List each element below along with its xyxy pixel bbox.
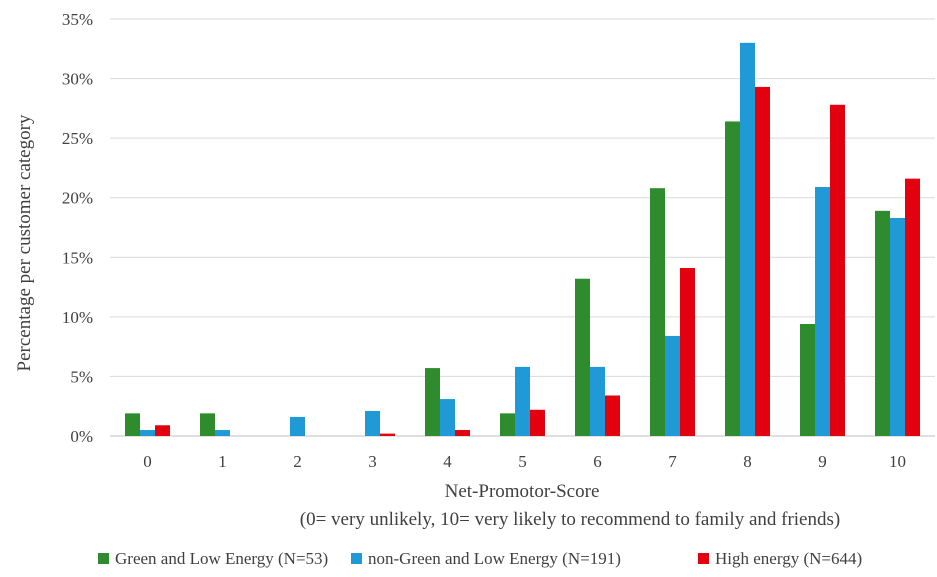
- bar: [500, 413, 515, 436]
- bar: [380, 433, 395, 436]
- bar: [680, 268, 695, 436]
- bar: [515, 366, 530, 436]
- bar: [590, 366, 605, 436]
- legend-item: High energy (N=644): [698, 549, 862, 568]
- y-tick-label: 15%: [62, 248, 93, 267]
- bar: [740, 42, 755, 436]
- bar: [665, 335, 680, 436]
- y-tick-label: 25%: [62, 129, 93, 148]
- x-tick-label: 0: [143, 452, 152, 471]
- legend-label: High energy (N=644): [715, 549, 862, 568]
- x-tick-label: 6: [593, 452, 602, 471]
- bar: [905, 178, 920, 436]
- bar: [875, 210, 890, 436]
- bar: [725, 121, 740, 436]
- x-tick-label: 8: [743, 452, 752, 471]
- y-axis-title: Percentage per customer category: [14, 114, 35, 371]
- bar: [830, 104, 845, 436]
- legend-label: Green and Low Energy (N=53): [115, 549, 328, 568]
- bar: [650, 188, 665, 436]
- x-tick-label: 2: [293, 452, 302, 471]
- x-tick-label: 4: [443, 452, 452, 471]
- bar: [455, 430, 470, 436]
- bar: [200, 413, 215, 436]
- legend-swatch: [698, 553, 709, 564]
- bar: [800, 324, 815, 436]
- x-tick-label: 1: [218, 452, 227, 471]
- legend-item: Green and Low Energy (N=53): [98, 549, 328, 568]
- y-tick-label: 20%: [62, 189, 93, 208]
- bar: [815, 186, 830, 436]
- legend-item: non-Green and Low Energy (N=191): [351, 549, 621, 568]
- bar: [530, 409, 545, 436]
- x-axis-title: Net-Promotor-Score: [445, 481, 600, 502]
- legend-swatch: [351, 553, 362, 564]
- gridlines: [110, 18, 935, 437]
- bar: [755, 86, 770, 436]
- bar: [290, 416, 305, 436]
- bar: [575, 278, 590, 436]
- bar: [605, 395, 620, 436]
- bar: [440, 399, 455, 436]
- x-axis-ticks: 0 1 2 3 4 5 6 7 8 9 10: [143, 452, 906, 471]
- x-tick-label: 3: [368, 452, 377, 471]
- y-tick-label: 0%: [70, 427, 93, 446]
- bar: [125, 413, 140, 436]
- bars: [125, 42, 920, 436]
- bar: [425, 368, 440, 436]
- y-tick-label: 10%: [62, 308, 93, 327]
- legend: Green and Low Energy (N=53) non-Green and…: [98, 549, 862, 568]
- bar: [890, 217, 905, 436]
- x-tick-label: 5: [518, 452, 527, 471]
- x-axis-subtitle: (0= very unlikely, 10= very likely to re…: [300, 509, 840, 530]
- x-tick-label: 9: [818, 452, 827, 471]
- y-tick-label: 35%: [62, 10, 93, 29]
- y-tick-label: 5%: [70, 367, 93, 386]
- y-axis-ticks: 0% 5% 10% 15% 20% 25% 30% 35%: [62, 10, 93, 446]
- y-tick-label: 30%: [62, 70, 93, 89]
- x-tick-label: 10: [889, 452, 906, 471]
- legend-label: non-Green and Low Energy (N=191): [368, 549, 621, 568]
- bar: [365, 410, 380, 436]
- bar: [215, 430, 230, 436]
- bar: [140, 430, 155, 436]
- x-tick-label: 7: [668, 452, 677, 471]
- bar: [155, 425, 170, 436]
- legend-swatch: [98, 553, 109, 564]
